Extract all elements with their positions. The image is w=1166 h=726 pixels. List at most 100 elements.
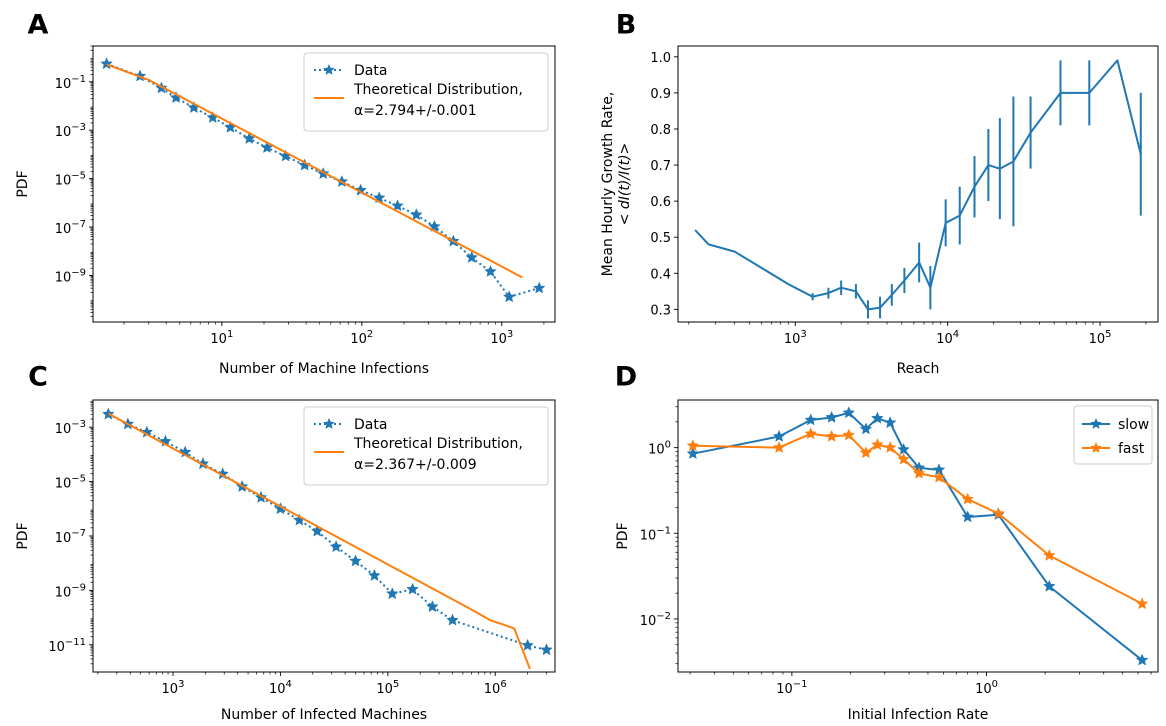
data-point (426, 600, 439, 613)
data-point (842, 428, 856, 441)
x-tick-label-exponent: 4 (285, 679, 291, 690)
legend-label: fast (1118, 441, 1145, 457)
data-point (1135, 597, 1149, 610)
data-point (961, 492, 975, 505)
data-point (385, 587, 399, 600)
plot-frame (677, 399, 1159, 673)
plot-frame (92, 399, 556, 673)
data-point (772, 429, 786, 442)
panel-letter: C (28, 362, 48, 393)
series-slow (686, 406, 1149, 666)
x-tick-label: 105 (1089, 329, 1112, 347)
x-axis-label: Number of Infected Machines (221, 707, 427, 723)
x-tick-label-base: 10 (350, 332, 367, 347)
x-tick-label-base: 10 (490, 332, 507, 347)
y-tick-label: 10−9 (55, 582, 86, 600)
data-point (883, 440, 897, 454)
plot-area (694, 59, 1142, 319)
y-axis-label: PDF (15, 170, 31, 197)
x-tick-label-exponent: 0 (992, 679, 998, 690)
y-tick-label-base: 10 (640, 614, 657, 629)
panel-letter: A (28, 10, 49, 41)
x-tick-label-base: 10 (776, 682, 793, 697)
y-tick-label-exponent: −5 (71, 474, 86, 485)
legend-label: Data (354, 417, 387, 433)
y-tick-label: 10−7 (55, 219, 86, 237)
x-axis-label: Initial Infection Rate (848, 707, 989, 723)
series-theoretical-distribution (106, 63, 523, 279)
plot-frame (677, 45, 1159, 323)
y-tick-label: 10−1 (640, 525, 671, 543)
data-point (298, 158, 311, 171)
plot-frame (92, 45, 556, 323)
x-tick-label-exponent: 4 (953, 329, 959, 340)
plot-area (686, 406, 1149, 666)
data-point (391, 199, 404, 212)
y-tick-label-exponent: −7 (71, 219, 86, 230)
legend: Data Theoretical Distribution, α=2.794+/-0… (303, 52, 549, 132)
data-point (521, 638, 534, 651)
legend-label: Theoretical Distribution, (353, 82, 523, 98)
y-axis-label: PDF (615, 522, 631, 549)
data-point (897, 442, 910, 455)
x-tick-label-base: 10 (376, 682, 393, 697)
y-axis-label: PDF (15, 522, 31, 549)
y-tick-label-base: 10 (648, 443, 665, 458)
data-point (842, 406, 856, 419)
x-tick-label: 104 (269, 679, 292, 697)
data-point (825, 410, 838, 423)
data-point (100, 57, 113, 70)
data-point (772, 440, 786, 454)
data-point (502, 290, 516, 303)
series-fast (686, 427, 1149, 610)
x-tick-label-base: 10 (975, 682, 992, 697)
x-tick-label-base: 10 (484, 682, 501, 697)
x-tick-label: 103 (490, 329, 513, 347)
y-tick-label: 0.6 (650, 195, 671, 210)
data-point (1042, 548, 1056, 561)
legend-marker (1090, 418, 1102, 429)
series-line (106, 62, 540, 298)
series-line (107, 412, 531, 670)
y-tick-label-base: 10 (55, 585, 72, 600)
y-tick-label-base: 10 (55, 125, 72, 140)
y-tick-label-base: 10 (55, 77, 72, 92)
data-point (1135, 653, 1149, 666)
y-tick-label: 0.8 (650, 123, 671, 138)
data-point (540, 643, 553, 656)
data-point (242, 131, 256, 144)
x-tick-label-exponent: 6 (500, 679, 506, 690)
x-tick-label: 101 (210, 329, 233, 347)
legend-marker (323, 64, 335, 75)
y-tick-label: 10−1 (55, 74, 86, 92)
y-tick-label: 100 (648, 440, 671, 458)
series-growth-rate (694, 59, 1142, 319)
data-point (532, 281, 546, 294)
panel-letter: D (615, 362, 637, 393)
legend-label: α=2.367+/-0.009 (354, 457, 477, 473)
series-line (107, 413, 547, 651)
x-tick-label: 104 (936, 329, 959, 347)
y-tick-label-base: 10 (48, 640, 65, 655)
y-tick-label-base: 10 (55, 222, 72, 237)
y-tick-label: 0.4 (650, 267, 671, 282)
x-tick-label-exponent: −1 (793, 679, 808, 690)
series-line (106, 63, 523, 279)
x-tick-label: 100 (975, 679, 998, 697)
data-point (484, 264, 497, 277)
y-tick-label: 1.0 (650, 51, 671, 66)
x-tick-label: 10−1 (776, 679, 807, 697)
legend-box (303, 52, 549, 132)
x-tick-label-base: 10 (162, 682, 179, 697)
x-axis-label: Number of Machine Infections (219, 361, 429, 377)
y-tick-label-exponent: −3 (71, 419, 86, 430)
data-point (686, 447, 700, 460)
y-tick-label: 0.9 (650, 87, 671, 102)
plot-area (101, 407, 553, 670)
data-point (368, 568, 381, 582)
y-tick-label-exponent: −11 (65, 637, 86, 648)
y-tick-label: 0.3 (650, 303, 671, 318)
y-tick-label-base: 10 (640, 528, 657, 543)
